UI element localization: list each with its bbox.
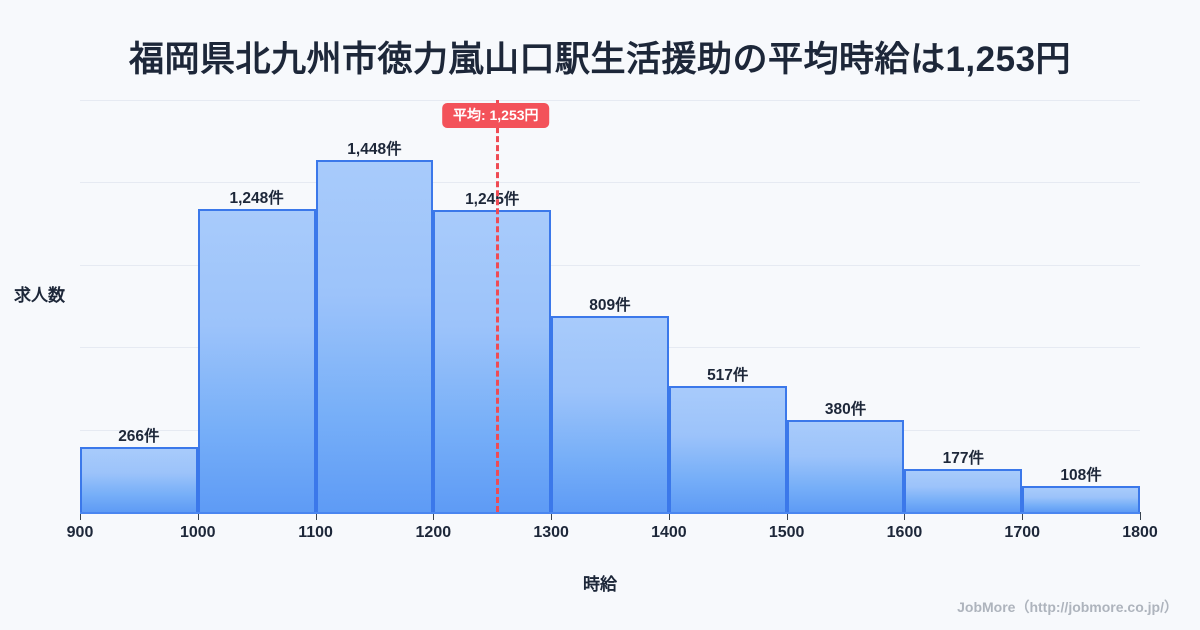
x-axis-title: 時給 (583, 575, 617, 594)
bar-value-label: 809件 (589, 296, 631, 314)
bar-value-label: 517件 (707, 367, 749, 385)
bar (433, 209, 552, 512)
x-tick (80, 512, 81, 520)
y-axis-title: 求人数 (14, 286, 65, 305)
plot-area: 266件 1,248件 1,448件 1,245件 809件 517件 380件 177件 10… (67, 100, 1158, 541)
x-tick (197, 512, 199, 520)
bar (904, 469, 1023, 512)
bar-value-label: 266件 (118, 428, 160, 446)
x-tick-label: 1100 (298, 524, 333, 541)
bar (551, 315, 669, 512)
chart-title: 福岡県北九州市徳力嵐山口駅生活援助の平均時給は1,253円 (128, 40, 1072, 79)
x-tick-label: 1800 (1122, 524, 1158, 541)
x-tick (904, 512, 906, 520)
x-tick (315, 512, 317, 520)
x-tick-label: 1600 (886, 524, 923, 541)
x-tick (668, 512, 670, 520)
x-tick-label: 1200 (415, 524, 452, 541)
bar (786, 419, 905, 512)
x-tick-label: 1500 (768, 524, 805, 541)
gridline (80, 100, 1140, 101)
gridline (80, 182, 1140, 183)
bar (668, 386, 787, 512)
x-tick (786, 512, 788, 520)
watermark: JobMore（http://jobmore.co.jp/） (957, 599, 1178, 615)
bar (80, 447, 198, 512)
x-tick-label: 1300 (533, 524, 569, 541)
bar (1022, 485, 1140, 512)
x-tick-label: 1400 (651, 524, 687, 541)
x-tick-label: 900 (66, 524, 94, 541)
x-tick (433, 512, 435, 520)
x-tick-label: 1700 (1004, 524, 1041, 541)
bar-value-label: 380件 (824, 400, 867, 418)
x-tick-label: 1000 (179, 524, 216, 541)
bar-value-label: 1,448件 (347, 141, 402, 159)
bar-value-label: 1,248件 (229, 190, 284, 207)
x-tick (1022, 512, 1024, 520)
bar-value-label: 177件 (942, 450, 984, 468)
x-tick (551, 512, 553, 520)
average-line (495, 100, 499, 512)
bar-value-label: 1,245件 (465, 190, 520, 208)
gridline (80, 265, 1140, 266)
bar-value-label: 108件 (1060, 466, 1102, 484)
bar (197, 209, 316, 512)
x-tick (1140, 512, 1141, 520)
x-axis-baseline (80, 512, 1140, 514)
average-badge: 平均: 1,253円 (441, 103, 550, 129)
bar (315, 160, 434, 512)
